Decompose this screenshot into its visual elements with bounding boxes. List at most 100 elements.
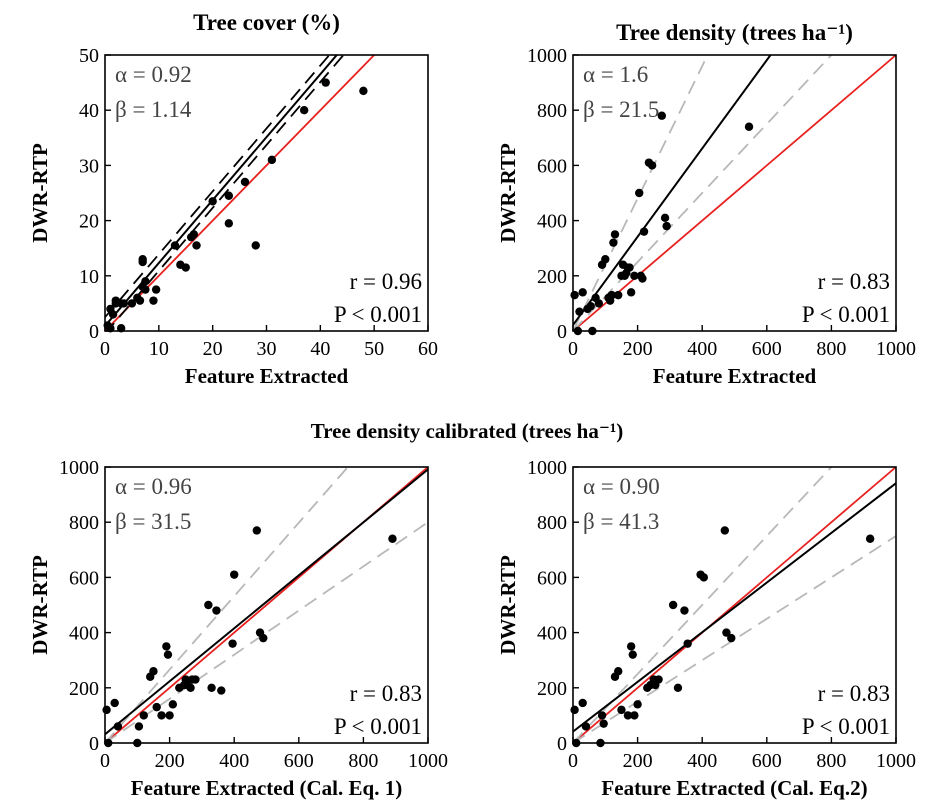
data-point	[240, 177, 250, 187]
data-point	[617, 705, 626, 715]
p-annotation: P < 0.001	[802, 302, 890, 327]
plot-frame	[572, 54, 897, 332]
alpha-annotation: α = 0.92	[115, 62, 192, 87]
y-tick-label: 1000	[527, 457, 567, 479]
data-point	[614, 667, 623, 676]
fit-line	[105, 55, 339, 327]
data-point	[267, 155, 277, 165]
p-annotation: P < 0.001	[802, 714, 890, 739]
data-point	[110, 698, 119, 708]
confidence-line	[573, 535, 896, 743]
data-point	[207, 683, 216, 692]
confidence-line	[573, 55, 709, 331]
x-tick-label: 200	[623, 338, 653, 360]
y-tick-label: 30	[79, 155, 99, 177]
data-point	[299, 106, 309, 115]
data-point	[212, 606, 221, 615]
x-tick-label: 800	[348, 750, 378, 772]
x-tick-label: 800	[816, 750, 846, 772]
confidence-line	[105, 521, 428, 743]
plot-frame	[104, 466, 429, 744]
data-point	[668, 600, 678, 610]
data-point	[141, 285, 150, 294]
data-point	[662, 221, 671, 231]
data-point	[639, 227, 649, 236]
data-point	[388, 534, 397, 543]
y-tick-label: 800	[537, 100, 567, 122]
data-point	[135, 296, 145, 305]
figure-title: Tree density calibrated (trees ha⁻¹)	[311, 419, 624, 443]
data-point	[657, 111, 667, 120]
data-point	[134, 722, 144, 731]
fit-line	[105, 468, 428, 736]
x-tick-label: 0	[100, 750, 110, 772]
data-point	[139, 711, 148, 720]
x-axis-label: Feature Extracted	[653, 364, 817, 388]
data-point	[570, 290, 579, 300]
x-tick-label: 50	[364, 338, 384, 360]
data-point	[623, 711, 633, 720]
x-tick-label: 1000	[876, 338, 916, 360]
data-point	[359, 86, 368, 96]
panel-calibrated-eq2: 0 200 400 600 800 1000 0 200 400 600 800 1000 Featur…	[496, 457, 916, 800]
data-point	[157, 711, 166, 720]
data-point	[204, 600, 213, 610]
data-point	[599, 719, 608, 728]
x-tick-label: 40	[310, 338, 330, 360]
data-point	[683, 639, 692, 648]
y-tick-label: 1000	[59, 457, 99, 479]
data-point	[628, 650, 637, 659]
x-tick-label: 400	[687, 750, 717, 772]
y-tick-label: 600	[537, 567, 567, 589]
x-tick-label: 400	[219, 750, 249, 772]
y-tick-label: 10	[79, 266, 99, 288]
x-tick-label: 1000	[408, 750, 448, 772]
p-annotation: P < 0.001	[334, 714, 422, 739]
data-point	[192, 241, 201, 250]
y-tick-label: 400	[537, 211, 567, 233]
confidence-line	[105, 55, 331, 318]
y-tick-label: 400	[537, 623, 567, 645]
data-point	[149, 667, 158, 676]
data-point	[609, 238, 618, 247]
fit-line	[573, 482, 896, 733]
data-point	[217, 686, 226, 695]
alpha-annotation: α = 0.96	[115, 474, 192, 499]
data-point	[633, 700, 642, 709]
data-point	[630, 271, 639, 280]
x-tick-label: 600	[284, 750, 314, 772]
plot-frame	[572, 466, 897, 744]
data-point	[638, 274, 647, 283]
data-point	[699, 573, 709, 582]
data-point	[673, 683, 683, 692]
data-point	[251, 241, 260, 250]
one-to-one-line	[573, 55, 896, 331]
data-point	[660, 213, 670, 223]
r-annotation: r = 0.83	[818, 681, 890, 706]
x-axis-label: Feature Extracted (Cal. Eq. 1)	[131, 776, 402, 800]
y-tick-label: 800	[69, 512, 99, 534]
confidence-line	[573, 467, 833, 743]
data-point	[170, 241, 180, 250]
confidence-line	[106, 55, 345, 331]
data-point	[601, 255, 610, 264]
data-point	[228, 639, 237, 648]
lines-group	[105, 467, 428, 743]
data-point	[321, 78, 330, 87]
x-tick-label: 400	[687, 338, 717, 360]
y-tick-label: 200	[537, 266, 567, 288]
data-point	[149, 296, 158, 305]
y-tick-label: 50	[79, 45, 99, 67]
data-point	[594, 299, 604, 308]
y-tick-label: 40	[79, 100, 99, 122]
y-tick-label: 0	[557, 321, 567, 343]
y-tick-label: 200	[537, 678, 567, 700]
data-point	[181, 263, 190, 272]
data-point	[578, 288, 587, 297]
x-tick-label: 30	[257, 338, 277, 360]
data-point	[252, 526, 262, 535]
r-annotation: r = 0.83	[350, 681, 422, 706]
data-point	[224, 191, 234, 200]
x-tick-label: 800	[816, 338, 846, 360]
